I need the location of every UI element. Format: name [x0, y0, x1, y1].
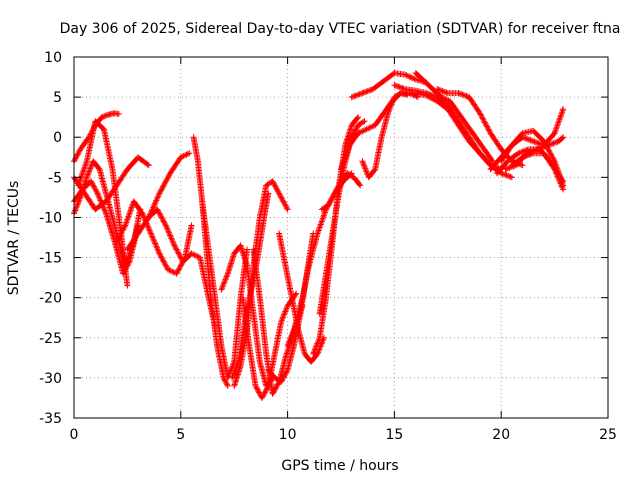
plot-frame	[73, 56, 609, 419]
y-axis-label: SDTVAR / TECUs	[6, 181, 22, 296]
series-marks	[113, 198, 195, 277]
series-track-10	[199, 198, 251, 381]
series-marks	[412, 70, 496, 165]
data-marks	[71, 70, 567, 401]
series-track-23	[359, 90, 411, 181]
x-tick-label: 20	[492, 427, 510, 443]
y-tick-label: -35	[39, 411, 62, 427]
x-tick-label: 10	[279, 427, 297, 443]
chart-title: Day 306 of 2025, Sidereal Day-to-day VTE…	[60, 21, 621, 37]
series-marks	[348, 70, 430, 101]
y-tick-label: -5	[48, 170, 62, 186]
series-track-33	[508, 150, 567, 193]
x-tick-label: 15	[385, 427, 403, 443]
series-track-27	[412, 70, 496, 165]
x-axis-label: GPS time / hours	[281, 458, 398, 474]
series-marks	[199, 198, 251, 381]
series-marks	[318, 170, 364, 213]
x-tick-label: 0	[70, 427, 79, 443]
y-tick-label: 5	[53, 90, 62, 106]
series-track-6	[113, 198, 195, 277]
series-marks	[359, 90, 411, 181]
series-track-24	[348, 70, 430, 101]
y-tick-label: -30	[39, 371, 62, 387]
y-tick-label: -15	[39, 251, 62, 267]
series-track-21	[318, 170, 364, 213]
y-tick-label: -10	[39, 210, 62, 226]
y-tick-label: 0	[53, 130, 62, 146]
series-track-26	[402, 90, 515, 181]
y-tick-label: 10	[44, 50, 62, 66]
series-marks	[402, 90, 515, 181]
y-tick-label: -25	[39, 331, 62, 347]
axis-ticks: 0 5 10 15 20 25 -35 -30 -25 -20 -15 -10 -5 0 5 10	[39, 50, 617, 443]
x-tick-label: 25	[599, 427, 617, 443]
y-tick-label: -20	[39, 291, 62, 307]
x-tick-label: 5	[176, 427, 185, 443]
series-marks	[508, 150, 567, 193]
